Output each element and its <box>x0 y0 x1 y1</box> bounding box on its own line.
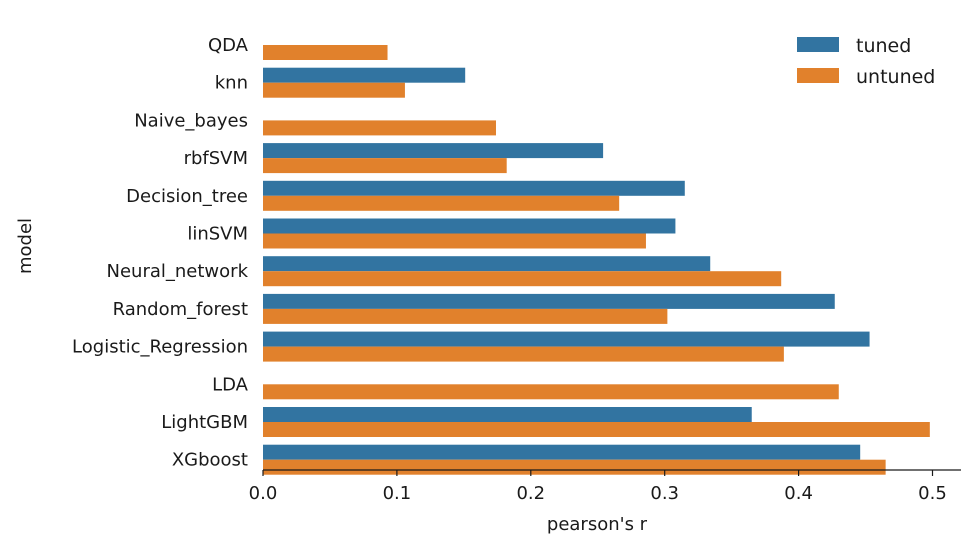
y-tick-label-decision-tree: Decision_tree <box>126 186 248 207</box>
bars-group <box>263 45 930 475</box>
bar-tuned-neural-network <box>263 256 711 272</box>
x-tick-label: 0.2 <box>516 483 545 504</box>
legend-swatch-tuned <box>797 37 839 52</box>
x-axis-label: pearson's r <box>547 514 648 535</box>
bar-tuned-decision-tree <box>263 180 685 196</box>
bar-tuned-random-forest <box>263 293 835 309</box>
y-tick-label-linsvm: linSVM <box>187 224 248 245</box>
bar-tuned-linsvm <box>263 218 676 234</box>
legend-label-tuned: tuned <box>856 35 911 57</box>
bar-untuned-naive-bayes <box>263 120 496 136</box>
y-tick-label-random-forest: Random_forest <box>113 299 248 320</box>
y-tick-label-lightgbm: LightGBM <box>161 412 248 433</box>
y-tick-label-knn: knn <box>215 73 248 94</box>
bar-untuned-xgboost <box>263 459 886 475</box>
y-tick-labels: QDA knn Naive_bayes rbfSVM Decision_tree linS… <box>72 35 249 471</box>
bar-untuned-qda <box>263 45 388 60</box>
x-tick-label: 0.4 <box>784 483 813 504</box>
bar-untuned-rbfsvm <box>263 158 507 174</box>
y-tick-label-lda: LDA <box>212 374 249 395</box>
bar-tuned-xgboost <box>263 444 861 460</box>
y-axis-label: model <box>15 218 36 274</box>
x-axis: 0.0 0.1 0.2 0.3 0.4 0.5 <box>249 469 961 504</box>
y-tick-label-qda: QDA <box>208 35 249 56</box>
y-tick-label-logistic-regression: Logistic_Regression <box>72 337 248 358</box>
bar-untuned-neural-network <box>263 271 782 287</box>
bar-tuned-rbfsvm <box>263 143 604 159</box>
bar-tuned-logistic-regression <box>263 331 870 347</box>
bar-untuned-decision-tree <box>263 195 620 211</box>
x-tick-label: 0.5 <box>918 483 947 504</box>
x-tick-label: 0.3 <box>650 483 679 504</box>
bar-untuned-random-forest <box>263 308 668 324</box>
x-tick-label: 0.0 <box>249 483 278 504</box>
legend-swatch-untuned <box>797 68 839 83</box>
bar-untuned-lightgbm <box>263 422 930 437</box>
legend-label-untuned: untuned <box>856 66 935 88</box>
y-tick-label-neural-network: Neural_network <box>107 261 249 282</box>
y-tick-label-naive-bayes: Naive_bayes <box>134 110 248 131</box>
bar-untuned-linsvm <box>263 233 646 249</box>
legend: tuned untuned <box>797 35 935 88</box>
x-tick-label: 0.1 <box>383 483 412 504</box>
y-tick-label-xgboost: XGboost <box>172 450 248 471</box>
y-tick-label-rbfsvm: rbfSVM <box>184 148 248 169</box>
bar-untuned-logistic-regression <box>263 346 784 362</box>
bar-untuned-lda <box>263 384 839 400</box>
bar-tuned-lightgbm <box>263 407 752 422</box>
bar-tuned-knn <box>263 67 466 83</box>
bar-untuned-knn <box>263 82 405 98</box>
